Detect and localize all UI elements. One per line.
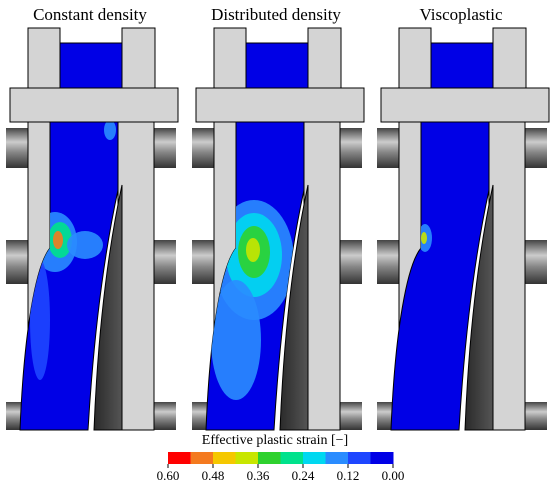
post [492,27,527,91]
die [93,184,123,431]
colorbar-swatch [190,452,214,464]
pin [377,240,401,284]
contour [104,122,116,140]
colorbar-tick-label: 0.36 [247,468,270,483]
pin [6,128,30,168]
pin [377,128,401,168]
colorbar-swatch [370,452,394,464]
post [398,27,432,91]
post [307,27,342,91]
contour [421,232,427,244]
colorbar-tick-label: 0.48 [202,468,225,483]
colorbar-tick-label: 0.60 [157,468,180,483]
contour [67,231,103,259]
billet-top [59,42,123,92]
panel: Constant density [6,5,179,431]
post [121,27,156,91]
die [279,184,309,431]
post [213,27,247,91]
crossbar [380,87,550,123]
colorbar-swatch [213,452,236,464]
colorbar-tick-label: 0.00 [382,468,405,483]
contours [211,200,294,400]
colorbar-label: Effective plastic strain [−] [202,433,348,448]
pin [6,240,30,284]
colorbar-swatch [348,452,371,464]
crossbar [9,87,179,123]
contour [211,280,261,400]
panels: Constant density Distributed density Visco… [6,5,550,431]
colorbar-swatch [303,452,326,464]
colorbar-tick-label: 0.24 [292,468,315,483]
pin [192,128,216,168]
post [117,121,155,431]
panel-title: Distributed density [211,5,341,24]
billet-top [245,42,309,92]
contours [418,224,432,252]
crossbar [195,87,365,123]
contour [30,260,50,380]
contour [53,231,63,249]
die [464,184,494,431]
specimen [390,121,490,431]
post [303,121,341,431]
colorbar-swatch [258,452,281,464]
billet-top [430,42,494,92]
panel-title: Constant density [33,5,147,24]
panel: Viscoplastic [377,5,550,431]
colorbar-swatch [325,452,349,464]
colorbar: 0.60 0.48 0.36 0.24 0.12 0.00 [157,452,405,483]
post [27,27,61,91]
colorbar-swatch [280,452,304,464]
colorbar-swatch [168,452,191,464]
contour [246,238,260,262]
panel: Distributed density [192,5,365,431]
post [488,121,526,431]
colorbar-swatch [235,452,259,464]
colorbar-tick-label: 0.12 [337,468,360,483]
pin [192,240,216,284]
panel-title: Viscoplastic [419,5,502,24]
